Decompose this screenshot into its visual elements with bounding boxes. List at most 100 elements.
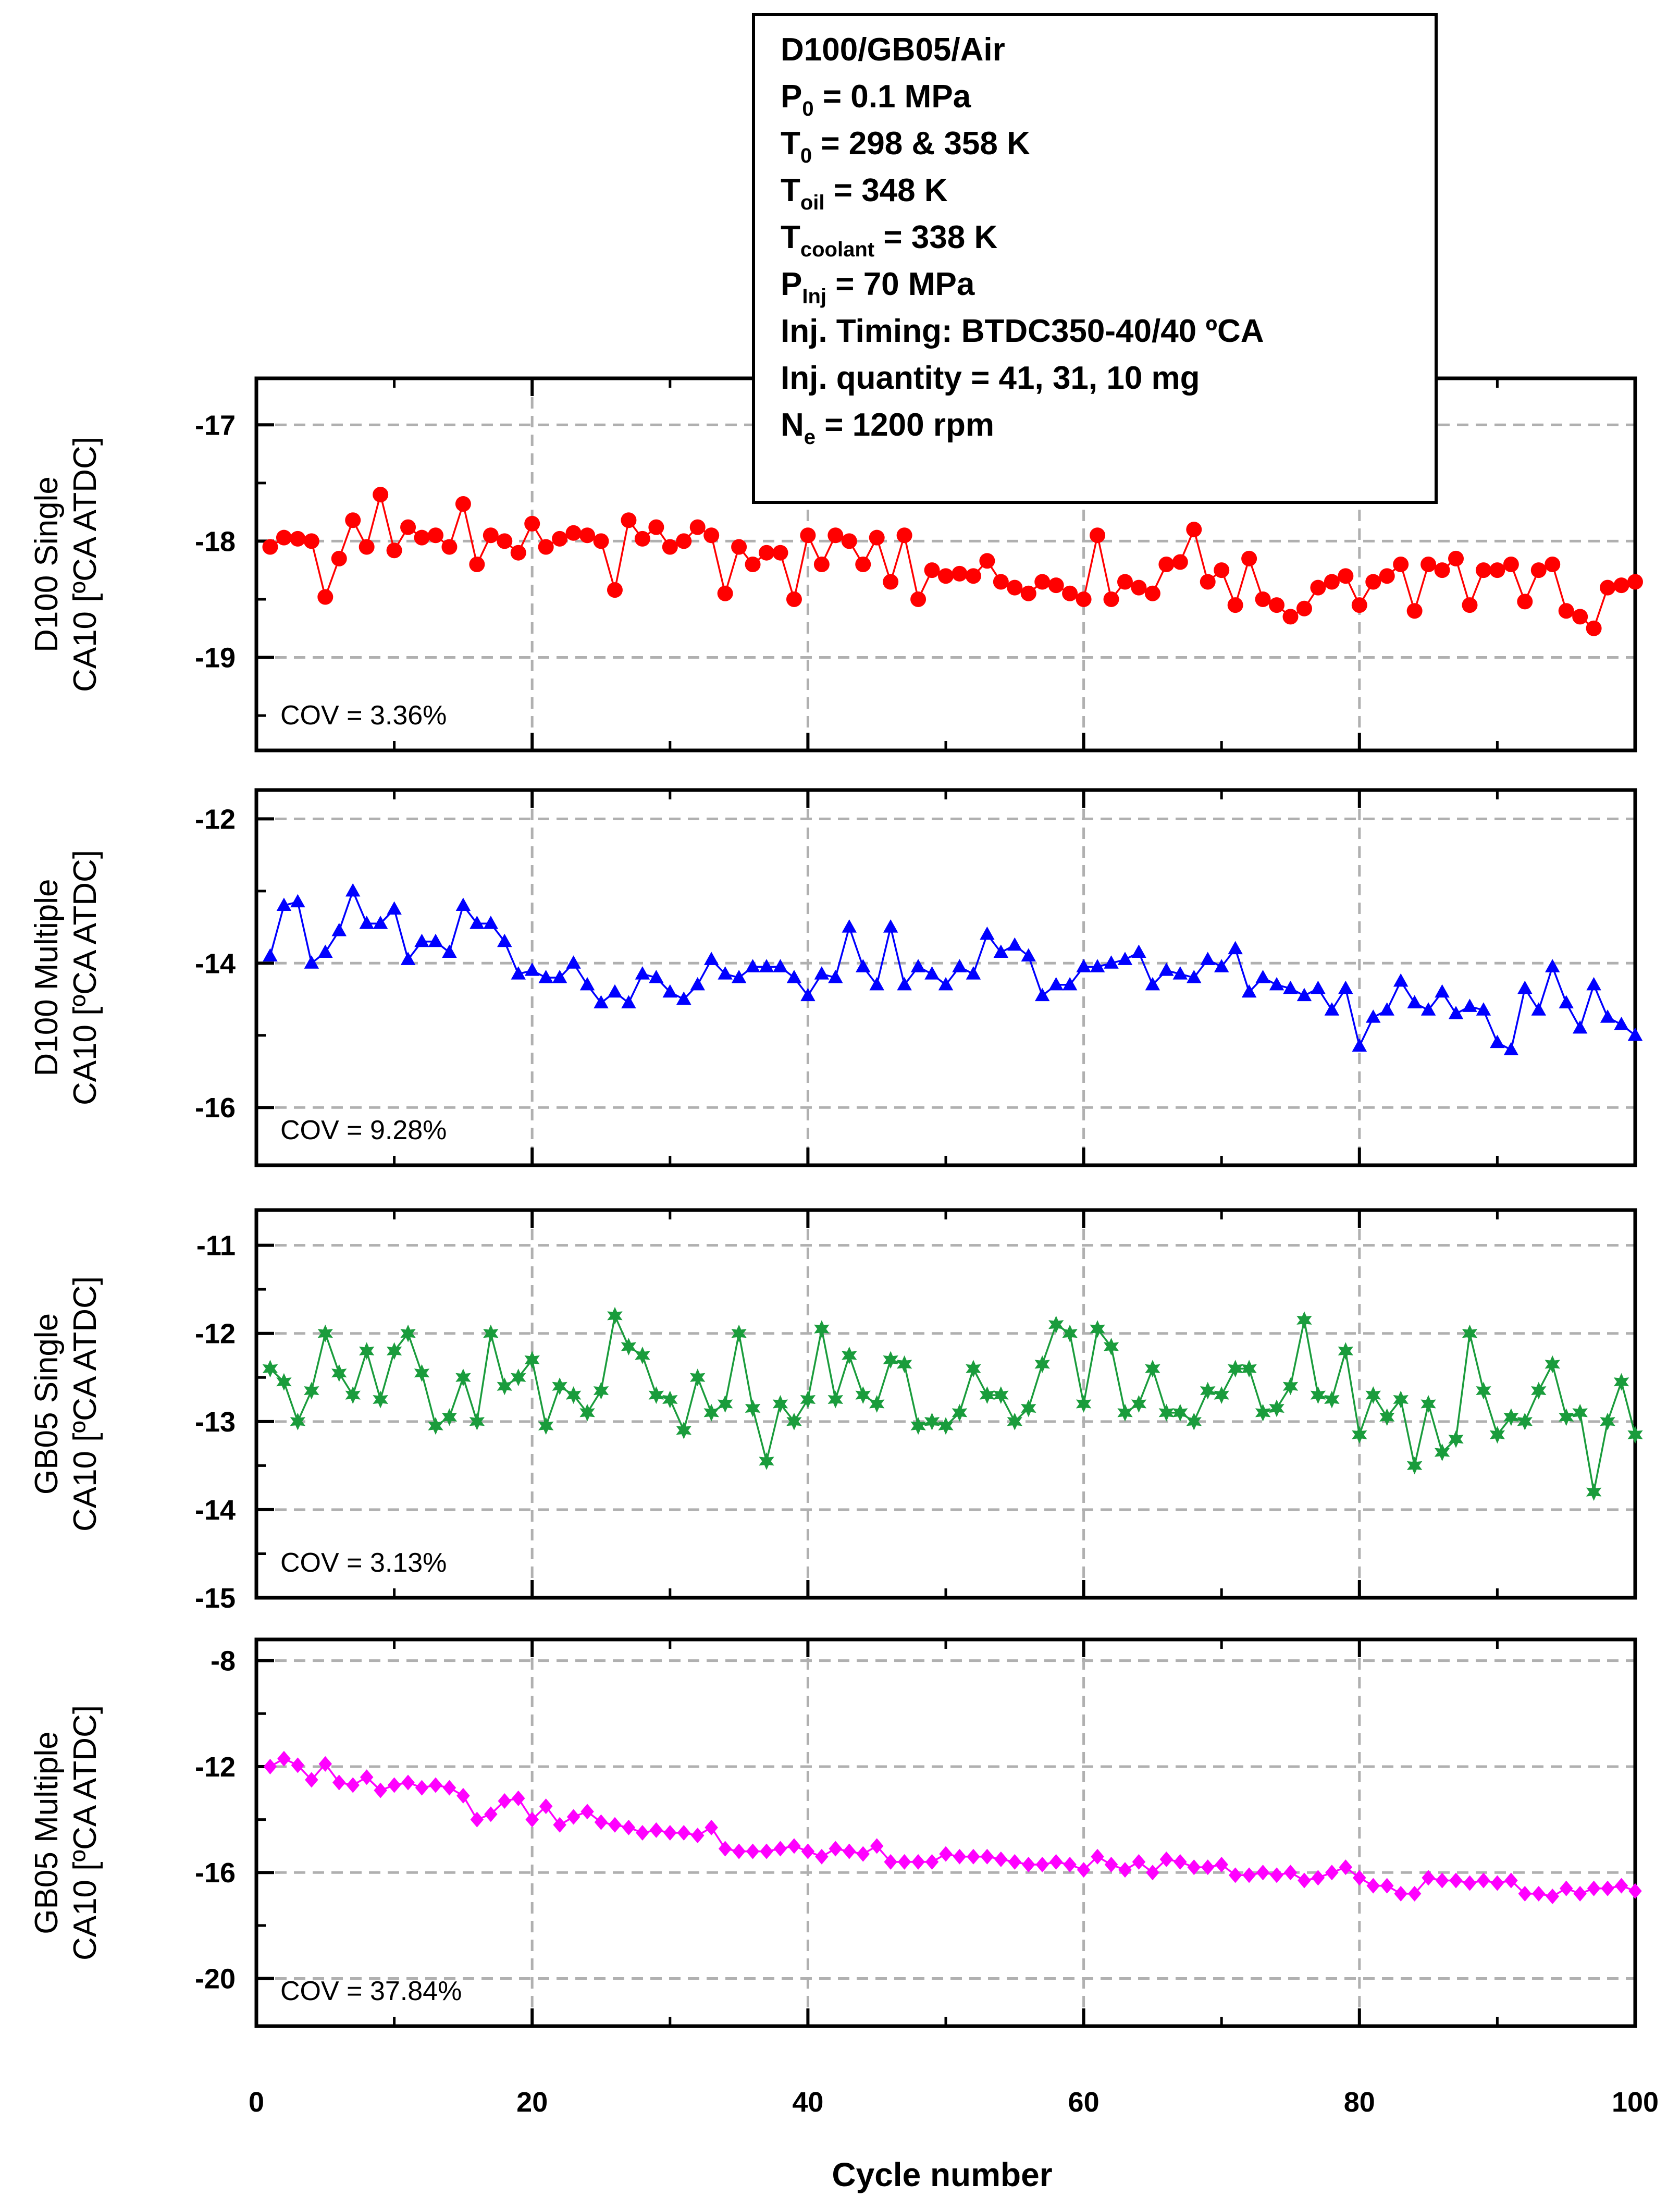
data-point	[1462, 1324, 1478, 1342]
data-point	[1353, 1870, 1366, 1886]
data-point	[897, 977, 912, 991]
data-point	[676, 1421, 691, 1439]
y-axis-label-line1: GB05 Single	[29, 1313, 65, 1495]
data-point	[483, 527, 499, 544]
y-tick-label: -16	[195, 1857, 236, 1889]
chart-panel-2: -12 -14 -16 D100 MultipleCA10 [ºCA ATDC] COV…	[29, 788, 1643, 1167]
info-line: Tcoolant = 338 K	[781, 219, 997, 261]
data-point	[1104, 955, 1119, 969]
y-tick-label: -15	[195, 1583, 236, 1614]
y-tick-label: -12	[195, 804, 236, 835]
info-line-main: P	[781, 79, 802, 115]
data-point	[579, 527, 596, 544]
data-point	[1159, 963, 1174, 976]
data-point	[511, 1790, 525, 1806]
data-point	[1227, 1360, 1243, 1378]
data-point	[801, 1843, 815, 1859]
data-point	[1365, 1386, 1381, 1404]
y-axis-label-line1: D100 Single	[29, 476, 65, 652]
data-point	[938, 568, 954, 584]
data-point	[456, 1787, 470, 1804]
data-point	[1351, 597, 1367, 613]
data-point	[1062, 1324, 1078, 1342]
data-point	[634, 531, 650, 547]
data-point	[1613, 577, 1629, 594]
data-point	[1144, 585, 1160, 601]
data-point	[359, 539, 375, 555]
data-point	[305, 1772, 318, 1788]
data-point	[994, 1851, 1008, 1867]
data-point	[1283, 1865, 1298, 1881]
data-point	[1586, 977, 1601, 991]
data-point	[1517, 980, 1533, 994]
data-point	[1406, 1457, 1423, 1475]
data-point	[952, 959, 967, 972]
data-point	[884, 1854, 897, 1870]
data-point	[511, 966, 526, 980]
data-point	[345, 883, 361, 897]
data-point	[1063, 1856, 1077, 1872]
data-point	[731, 1324, 747, 1342]
data-point	[1008, 1854, 1022, 1870]
data-point	[414, 529, 430, 546]
data-point	[524, 1351, 540, 1369]
data-point	[1545, 557, 1561, 572]
data-point	[455, 1368, 471, 1387]
data-point	[263, 1758, 277, 1774]
data-point	[897, 1854, 911, 1870]
data-point	[1627, 1027, 1643, 1041]
data-point	[1186, 1412, 1202, 1430]
data-point	[1172, 554, 1188, 570]
data-point	[813, 557, 830, 572]
data-point	[855, 1386, 871, 1404]
data-point	[1532, 1885, 1546, 1902]
info-line-subscript: coolant	[800, 238, 874, 261]
data-point	[1048, 1315, 1064, 1334]
y-tick-label: -19	[195, 643, 236, 674]
data-point	[953, 1848, 967, 1865]
data-point	[1296, 600, 1312, 616]
data-point	[1242, 1867, 1256, 1883]
data-point	[524, 515, 540, 532]
data-point	[1462, 597, 1478, 613]
info-line-main: T	[781, 219, 800, 255]
data-point	[455, 897, 471, 911]
data-point	[1531, 1381, 1547, 1400]
x-tick-label: 60	[1068, 2087, 1100, 2118]
info-line: Inj. Timing: BTDC350-40/40 ºCA	[781, 313, 1264, 349]
data-point	[290, 531, 306, 547]
data-point	[1187, 1859, 1201, 1876]
data-point	[705, 1819, 718, 1835]
data-point	[1600, 1412, 1615, 1430]
data-point	[1338, 980, 1353, 994]
info-line-value: = 338 K	[874, 219, 997, 255]
info-line-main: D100/GB05/Air	[781, 32, 1005, 68]
data-point	[1476, 1381, 1491, 1400]
data-point	[608, 1817, 622, 1833]
data-point	[980, 1848, 994, 1865]
data-point	[910, 959, 926, 972]
info-line-main: N	[781, 407, 804, 443]
info-line-subscript: e	[804, 426, 816, 449]
y-tick-label: -17	[195, 410, 236, 441]
data-point	[427, 527, 443, 544]
info-line: PInj = 70 MPa	[781, 266, 975, 308]
data-point	[1462, 998, 1477, 1012]
info-line-main: T	[781, 172, 800, 208]
y-axis-label-line2: CA10 [ºCA ATDC]	[67, 850, 103, 1105]
data-point	[1076, 1395, 1092, 1413]
y-axis-label-line1: D100 Multiple	[29, 879, 65, 1076]
data-point	[1407, 995, 1422, 1008]
data-point	[718, 966, 733, 980]
data-point	[924, 1412, 940, 1430]
data-point	[386, 1342, 402, 1360]
data-point	[965, 568, 981, 584]
data-point	[497, 533, 513, 549]
data-point	[952, 1403, 968, 1422]
data-point	[538, 1417, 554, 1435]
data-point	[1091, 1848, 1104, 1865]
data-point	[1517, 594, 1533, 610]
data-point	[1145, 1360, 1160, 1378]
data-point	[1228, 1867, 1242, 1883]
